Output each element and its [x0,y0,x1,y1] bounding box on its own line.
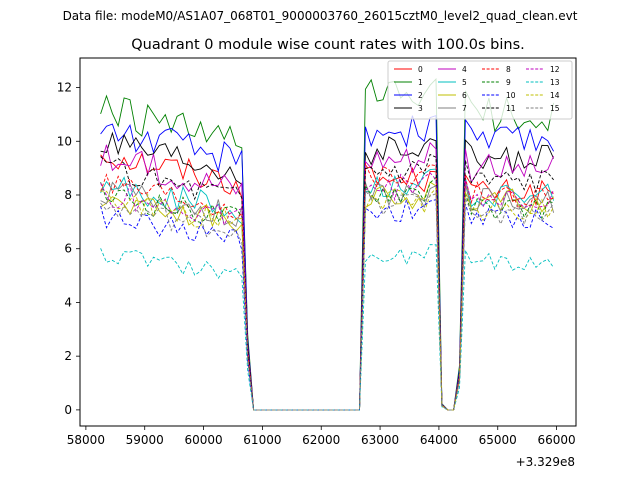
legend-label-2: 2 [418,91,423,100]
legend-label-4: 4 [462,65,467,74]
y-tick-label: 0 [64,403,72,417]
legend-frame [387,60,573,120]
legend-label-11: 11 [506,104,516,113]
y-tick-label: 8 [64,188,72,202]
figure-suptitle: Data file: modeM0/AS1A07_068T01_90000037… [63,9,578,23]
legend-label-9: 9 [506,78,511,87]
y-tick-label: 2 [64,349,72,363]
y-tick-label: 4 [64,295,72,309]
x-tick-label: 59000 [126,433,164,447]
x-axis: 58000 59000 60000 61000 62000 63000 64000 65000… [67,426,576,447]
y-tick-label: 6 [64,242,72,256]
legend-label-14: 14 [550,91,560,100]
x-tick-label: 64000 [420,433,458,447]
legend-label-3: 3 [418,104,423,113]
legend-label-12: 12 [550,65,560,74]
legend-label-0: 0 [418,65,423,74]
series-layer [100,78,555,411]
series-line-10 [100,197,554,411]
y-tick-label: 10 [57,134,72,148]
x-tick-label: 66000 [537,433,575,447]
legend-label-13: 13 [550,78,560,87]
chart-title: Quadrant 0 module wise count rates with … [131,37,525,53]
x-tick-label: 65000 [479,433,517,447]
legend-label-5: 5 [462,78,467,87]
x-tick-label: 60000 [184,433,222,447]
legend-label-7: 7 [462,104,467,113]
y-tick-label: 12 [57,81,72,95]
legend-label-8: 8 [506,65,511,74]
plot-frame [79,57,577,427]
x-tick-label: 61000 [243,433,281,447]
series-line-15 [100,189,554,411]
legend-label-15: 15 [550,104,560,113]
y-axis: 0 2 4 6 8 10 12 [57,81,80,417]
x-tick-label: 63000 [361,433,399,447]
x-tick-label: 58000 [67,433,105,447]
x-offset-label: +3.329e8 [516,455,575,469]
series-line-8 [100,162,554,411]
x-tick-label: 62000 [302,433,340,447]
legend-label-10: 10 [506,91,516,100]
legend-label-6: 6 [462,91,467,100]
legend-label-1: 1 [418,78,423,87]
